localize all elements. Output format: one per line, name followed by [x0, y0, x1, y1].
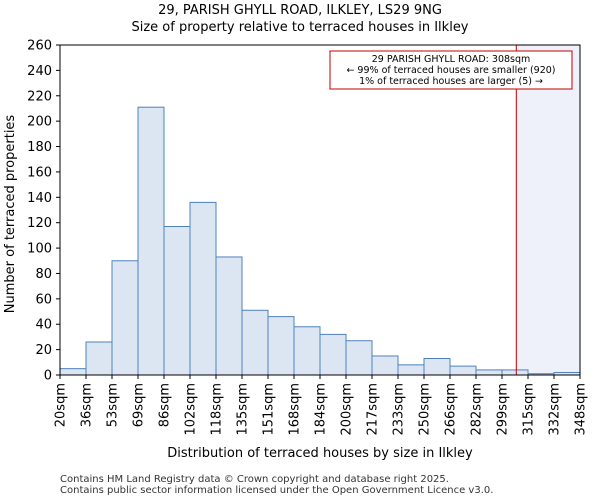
y-tick-label: 260 [27, 39, 52, 54]
y-tick-label: 240 [27, 64, 52, 79]
x-tick-label: 184sqm [314, 383, 329, 436]
x-tick-label: 36sqm [80, 383, 95, 427]
x-axis-label: Distribution of terraced houses by size … [167, 446, 473, 461]
y-tick-label: 0 [44, 369, 52, 384]
x-tick-label: 135sqm [236, 383, 251, 436]
x-tick-label: 20sqm [54, 383, 69, 427]
x-tick-label: 151sqm [262, 383, 277, 436]
bar-102sqm [189, 201, 217, 376]
footer-line-2: Contains public sector information licen… [60, 485, 494, 496]
bar-36sqm [85, 341, 113, 376]
x-tick-label: 250sqm [418, 383, 433, 436]
footer: Contains HM Land Registry data © Crown c… [60, 474, 493, 496]
x-tick-label: 299sqm [496, 383, 511, 436]
x-tick-label: 168sqm [288, 383, 303, 436]
bar-20sqm [59, 368, 87, 376]
x-tick-label: 200sqm [340, 383, 355, 436]
bar-135sqm [241, 309, 269, 376]
y-axis-label: Number of terraced properties [3, 115, 18, 314]
x-tick-label: 118sqm [210, 383, 225, 436]
bar-217sqm [371, 355, 399, 376]
x-tick-label: 332sqm [548, 383, 563, 436]
y-tick-label: 20 [35, 343, 52, 358]
x-tick-label: 282sqm [470, 383, 485, 436]
bar-86sqm [163, 226, 191, 376]
highlight-region [516, 45, 580, 375]
y-tick-label: 120 [27, 216, 52, 231]
y-tick-label: 40 [35, 318, 52, 333]
chart-title-block: 29, PARISH GHYLL ROAD, ILKLEY, LS29 9NG … [0, 2, 600, 36]
bar-168sqm [293, 326, 321, 376]
bar-69sqm [137, 106, 165, 376]
annotation-line-2: ← 99% of terraced houses are smaller (92… [346, 65, 555, 76]
y-tick-label: 220 [27, 89, 52, 104]
y-tick-label: 100 [27, 242, 52, 257]
annotation-line-3: 1% of terraced houses are larger (5) → [359, 76, 543, 87]
y-tick-label: 140 [27, 191, 52, 206]
x-tick-label: 315sqm [522, 383, 537, 436]
bar-233sqm [397, 364, 425, 376]
y-tick-label: 200 [27, 115, 52, 130]
x-tick-label: 233sqm [392, 383, 407, 436]
x-tick-label: 217sqm [366, 383, 381, 436]
bar-282sqm [475, 369, 503, 376]
histogram-chart: 0 20 40 60 80 100 120 140 160 180 200 220 240 260 20s… [3, 39, 589, 462]
y-tick-label: 60 [35, 292, 52, 307]
bar-250sqm [423, 358, 451, 376]
chart-subtitle: Size of property relative to terraced ho… [131, 20, 469, 35]
x-tick-label: 348sqm [574, 383, 589, 436]
chart-title: 29, PARISH GHYLL ROAD, ILKLEY, LS29 9NG [158, 3, 442, 18]
x-tick-label: 266sqm [444, 383, 459, 436]
bar-151sqm [267, 316, 295, 376]
bar-299sqm [501, 369, 529, 376]
bar-53sqm [111, 260, 139, 376]
footer-line-1: Contains HM Land Registry data © Crown c… [60, 474, 449, 485]
x-tick-label: 53sqm [106, 383, 121, 427]
bar-184sqm [319, 333, 347, 376]
x-tick-label: 86sqm [158, 383, 173, 427]
bar-200sqm [345, 340, 373, 376]
y-tick-label: 80 [35, 267, 52, 282]
bar-266sqm [449, 365, 477, 376]
annotation-box [329, 50, 573, 90]
x-tick-label: 102sqm [184, 383, 199, 436]
y-tick-label: 160 [27, 165, 52, 180]
annotation-line-1: 29 PARISH GHYLL ROAD: 308sqm [372, 54, 531, 65]
x-tick-label: 69sqm [132, 383, 147, 427]
bar-118sqm [215, 256, 243, 376]
y-tick-label: 180 [27, 140, 52, 155]
